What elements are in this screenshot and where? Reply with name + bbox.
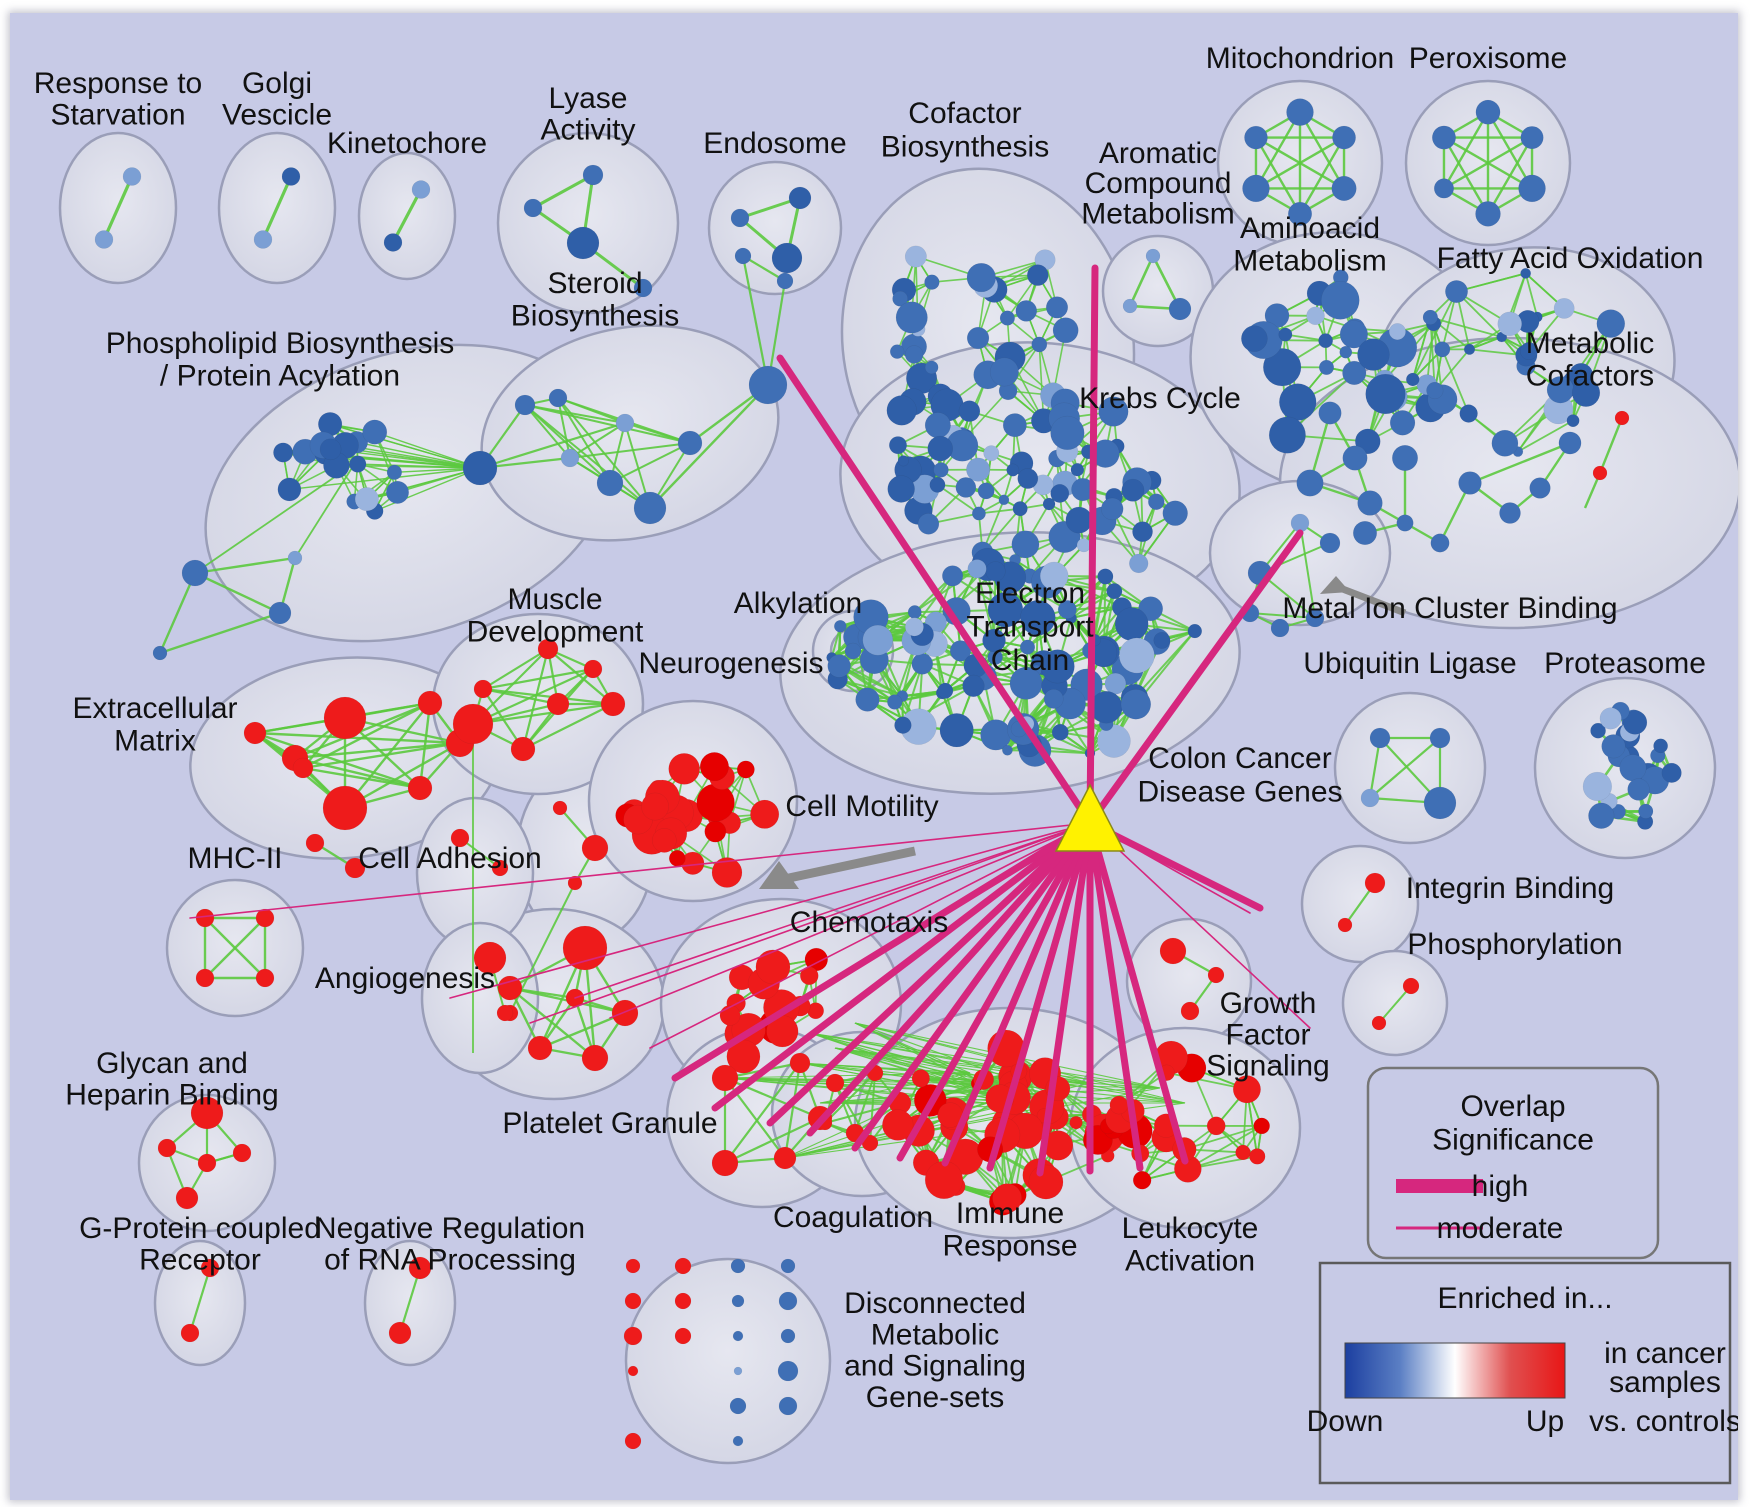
svg-text:Kinetochore: Kinetochore <box>327 127 487 160</box>
svg-text:Cell Adhesion: Cell Adhesion <box>358 842 541 875</box>
svg-text:Mitochondrion: Mitochondrion <box>1206 42 1394 75</box>
svg-text:Cell Motility: Cell Motility <box>785 790 938 823</box>
svg-text:Integrin Binding: Integrin Binding <box>1406 872 1614 905</box>
svg-text:Down: Down <box>1307 1405 1384 1438</box>
svg-text:Up: Up <box>1526 1405 1564 1438</box>
svg-text:vs. controls: vs. controls <box>1589 1405 1738 1438</box>
svg-text:Ubiquitin Ligase: Ubiquitin Ligase <box>1303 647 1516 680</box>
svg-text:Metal Ion Cluster Binding: Metal Ion Cluster Binding <box>1282 592 1617 625</box>
svg-text:Proteasome: Proteasome <box>1544 647 1706 680</box>
svg-text:Phosphorylation: Phosphorylation <box>1407 928 1622 961</box>
svg-text:Peroxisome: Peroxisome <box>1409 42 1567 75</box>
svg-text:Angiogenesis: Angiogenesis <box>315 962 495 995</box>
svg-text:Fatty Acid Oxidation: Fatty Acid Oxidation <box>1437 242 1704 275</box>
svg-text:Neurogenesis: Neurogenesis <box>638 647 823 680</box>
svg-text:Chemotaxis: Chemotaxis <box>790 906 948 939</box>
svg-text:MHC-II: MHC-II <box>188 842 283 875</box>
svg-text:Platelet Granule: Platelet Granule <box>502 1107 717 1140</box>
svg-text:Enriched in...: Enriched in... <box>1437 1282 1612 1315</box>
svg-text:moderate: moderate <box>1437 1212 1564 1245</box>
svg-text:Alkylation: Alkylation <box>734 587 862 620</box>
svg-text:high: high <box>1472 1170 1529 1203</box>
svg-text:Endosome: Endosome <box>703 127 846 160</box>
svg-text:Krebs Cycle: Krebs Cycle <box>1079 382 1241 415</box>
svg-text:Coagulation: Coagulation <box>773 1201 933 1234</box>
